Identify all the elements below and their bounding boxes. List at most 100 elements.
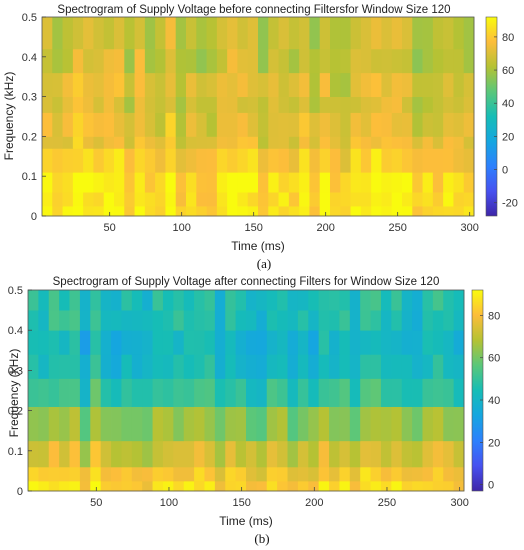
heatmap-cell	[79, 290, 91, 311]
heatmap-cell	[391, 310, 403, 331]
heatmap-cell	[247, 112, 259, 137]
heatmap-cell	[165, 48, 177, 74]
heatmap-cell	[152, 354, 164, 379]
heatmap-cell	[173, 330, 185, 355]
y-tick-label: 0.3	[22, 92, 37, 104]
heatmap-cell	[134, 206, 146, 217]
heatmap-cell	[121, 310, 133, 331]
heatmap-cell	[186, 192, 197, 207]
heatmap-cell	[299, 136, 310, 149]
heatmap-cell	[349, 378, 361, 407]
heatmap-cell	[69, 378, 81, 407]
heatmap-cell	[432, 290, 444, 311]
heatmap-cell	[277, 440, 288, 468]
heatmap-cell	[90, 406, 102, 442]
heatmap-cell	[152, 440, 164, 468]
heatmap-cell	[443, 192, 454, 207]
heatmap-cell	[288, 172, 300, 193]
heatmap-cell	[402, 136, 413, 149]
heatmap-cell	[28, 440, 39, 468]
heatmap-cell	[38, 378, 50, 407]
heatmap-cell	[288, 72, 300, 97]
heatmap-cell	[256, 330, 268, 355]
heatmap-cell	[391, 112, 403, 137]
panel-a-y-ticks: 0 0.1 0.2 0.3 0.4 0.5	[22, 12, 46, 223]
heatmap-cell	[340, 48, 351, 74]
heatmap-cell	[38, 354, 50, 379]
heatmap-cell	[297, 406, 309, 442]
heatmap-cell	[142, 354, 153, 379]
heatmap-cell	[204, 330, 216, 355]
heatmap-cell	[309, 136, 321, 149]
heatmap-cell	[69, 440, 81, 468]
heatmap-cell	[93, 192, 105, 207]
heatmap-cell	[339, 330, 351, 355]
panel-a-ylabel: Frequency (kHz)	[2, 72, 16, 161]
heatmap-cell	[432, 440, 444, 468]
heatmap-cell	[134, 48, 146, 74]
heatmap-cell	[258, 112, 269, 137]
panel-b-colorbar	[471, 289, 484, 492]
heatmap-cell	[246, 406, 257, 442]
heatmap-cell	[278, 72, 290, 97]
x-tick-label: 50	[104, 222, 116, 234]
heatmap-cell	[308, 466, 320, 482]
heatmap-cell	[131, 440, 143, 468]
heatmap-cell	[134, 192, 146, 207]
heatmap-cell	[48, 330, 60, 355]
heatmap-cell	[131, 290, 143, 311]
heatmap-cell	[186, 172, 197, 193]
heatmap-cell	[111, 290, 122, 311]
heatmap-cell	[380, 330, 392, 355]
heatmap-cell	[340, 17, 351, 50]
heatmap-cell	[412, 378, 423, 407]
heatmap-cell	[183, 290, 195, 311]
heatmap-cell	[278, 48, 290, 74]
heatmap-cell	[402, 72, 413, 97]
heatmap-cell	[206, 192, 218, 207]
heatmap-cell	[370, 290, 382, 311]
heatmap-cell	[340, 192, 351, 207]
heatmap-cell	[124, 17, 135, 50]
heatmap-cell	[90, 330, 102, 355]
heatmap-cell	[330, 48, 341, 74]
heatmap-cell	[268, 72, 279, 97]
heatmap-cell	[204, 466, 216, 482]
heatmap-cell	[214, 466, 226, 482]
heatmap-cell	[360, 206, 372, 217]
y-tick-label: 0.5	[22, 12, 37, 24]
heatmap-cell	[59, 406, 70, 442]
heatmap-cell	[266, 290, 278, 311]
panel-b-ylabel: Frequency (kHz)	[7, 349, 21, 438]
heatmap-cell	[62, 192, 74, 207]
heatmap-cell	[329, 354, 340, 379]
heatmap-cell	[412, 206, 423, 217]
heatmap-cell	[216, 206, 228, 217]
heatmap-cell	[38, 406, 50, 442]
heatmap-cell	[329, 480, 340, 492]
heatmap-cell	[28, 310, 39, 331]
heatmap-cell	[349, 480, 361, 492]
heatmap-cell	[142, 290, 153, 311]
heatmap-cell	[371, 206, 382, 217]
heatmap-cell	[391, 72, 403, 97]
colorbar-tick-label: 60	[502, 65, 514, 77]
heatmap-cell	[246, 310, 257, 331]
heatmap-cell	[173, 354, 185, 379]
heatmap-cell	[183, 354, 195, 379]
heatmap-cell	[194, 466, 205, 482]
heatmap-cell	[318, 290, 330, 311]
heatmap-cell	[319, 172, 331, 193]
heatmap-cell	[237, 136, 249, 149]
heatmap-cell	[100, 440, 112, 468]
heatmap-cell	[121, 466, 133, 482]
heatmap-cell	[194, 480, 205, 492]
heatmap-cell	[350, 172, 362, 193]
heatmap-cell	[297, 290, 309, 311]
heatmap-cell	[38, 310, 50, 331]
heatmap-cell	[152, 480, 164, 492]
heatmap-cell	[360, 96, 372, 113]
heatmap-cell	[422, 148, 434, 173]
heatmap-cell	[72, 17, 84, 50]
y-tick-label: 0.4	[22, 52, 37, 64]
